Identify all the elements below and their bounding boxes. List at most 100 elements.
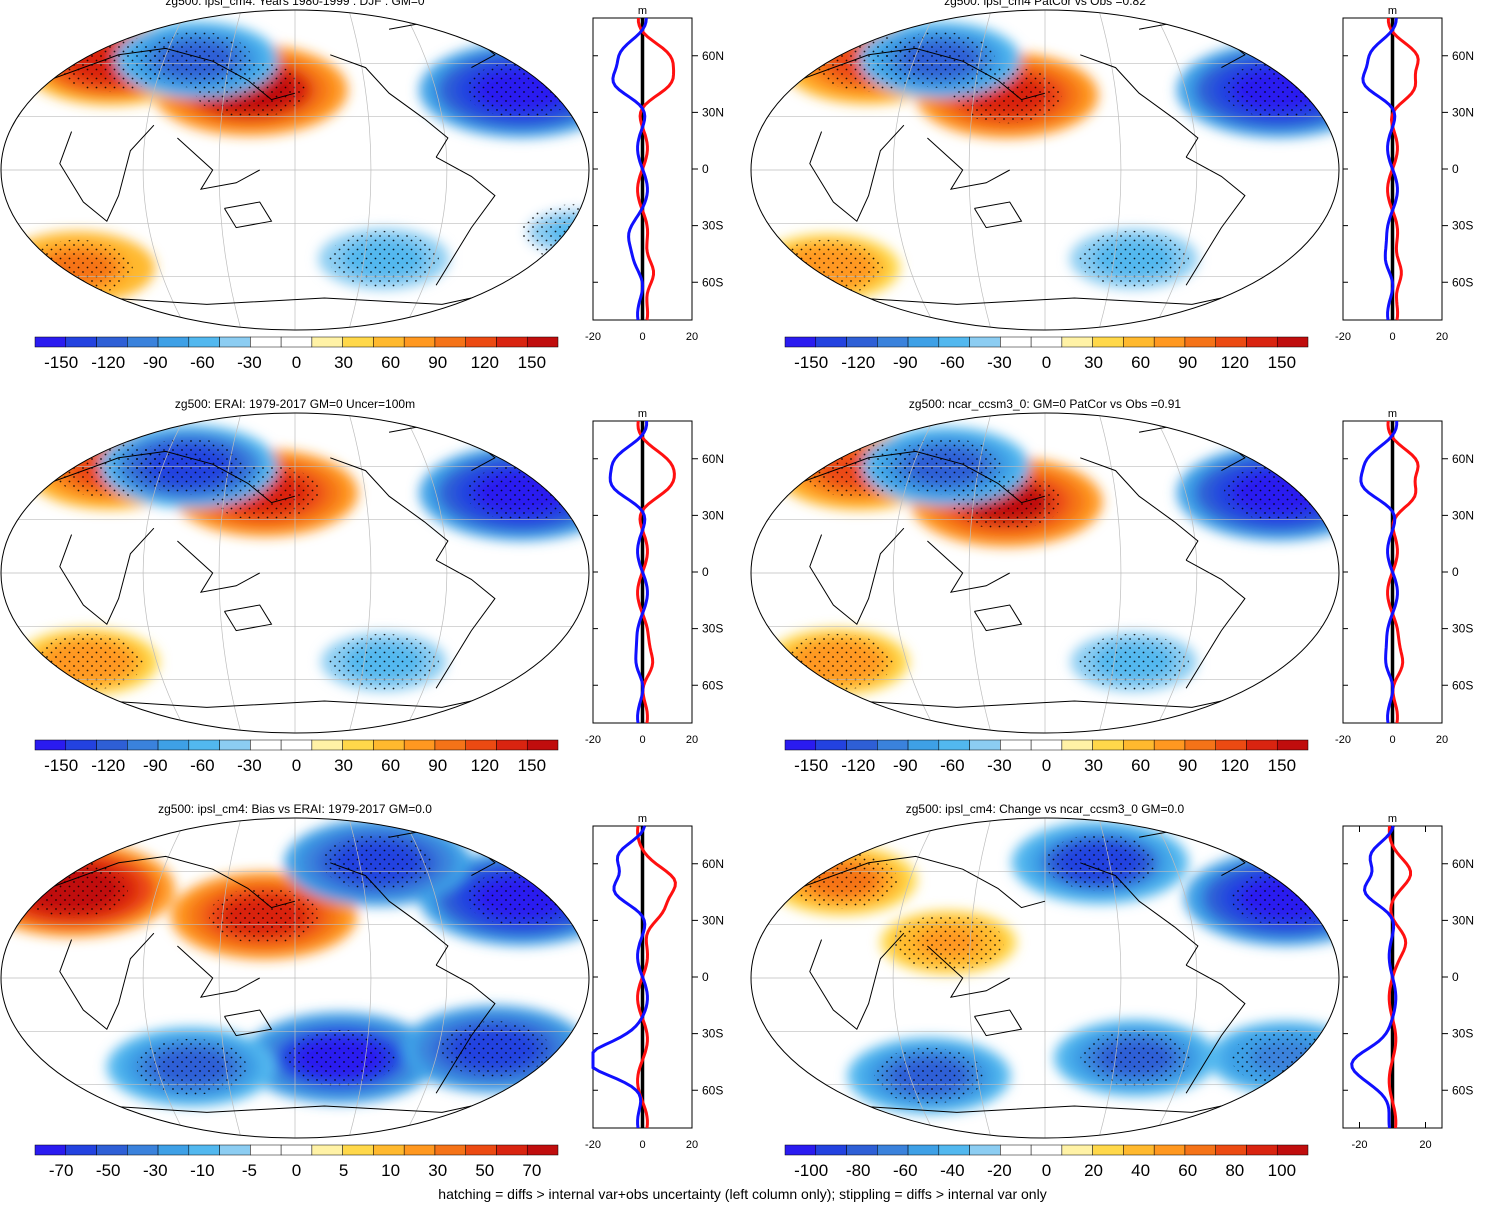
colorbar-label: 150	[1268, 353, 1296, 372]
colorbar-swatch	[403, 739, 436, 751]
panel-graphics: -150 -120 -90 -60 -30 0 30 60 90 120 150 m 60N 30N 0 30…	[0, 5, 724, 372]
coastlines	[12, 22, 501, 305]
colorbar-swatch	[373, 1144, 405, 1156]
colorbar-label: -30	[143, 1161, 168, 1180]
graticule	[751, 818, 1339, 1138]
profile-lat-tick: 60N	[702, 49, 724, 63]
colorbar-swatch	[969, 739, 1001, 751]
colorbar: -150 -120 -90 -60 -30 0 30 60 90 120 150	[34, 336, 559, 372]
map-field	[751, 10, 1339, 330]
colorbar-label: 0	[1042, 756, 1051, 775]
zonal-profile-plot: m 60N 30N 0 30S 60S -20 0 20	[1335, 408, 1474, 746]
zonal-profile-plot: m 60N 30N 0 30S 60S -20 0 20	[1335, 5, 1474, 343]
colorbar-label: 120	[471, 756, 499, 775]
colorbar-swatch	[1276, 336, 1309, 348]
zonal-profile-plot: m 60N 30N 0 30S 60S -20 0 20	[585, 5, 724, 343]
profile-x-tick: -20	[585, 331, 601, 343]
profile-lat-tick: 30N	[702, 508, 724, 522]
colorbar-swatch	[157, 1144, 190, 1156]
graticule	[1, 413, 589, 733]
profile-lat-tick: 30N	[1452, 508, 1474, 522]
colorbar-swatch	[188, 739, 220, 751]
map-field	[1, 10, 589, 330]
profile-unit-label: m	[1388, 5, 1397, 17]
colorbar-label: -150	[44, 353, 78, 372]
panel-erai-reference: zg500: ERAI: 1979-2017 GM=0 Uncer=100m -1…	[0, 397, 735, 783]
colorbar-label: 70	[522, 1161, 541, 1180]
colorbar-swatch	[1246, 739, 1278, 751]
profile-x-tick: 0	[1389, 734, 1395, 746]
colorbar-label: -10	[190, 1161, 215, 1180]
colorbar-swatch	[877, 336, 909, 348]
colorbar-swatch	[434, 336, 466, 348]
map-border	[750, 412, 1340, 734]
colorbar-swatch	[96, 1144, 128, 1156]
colorbar-label: -90	[143, 353, 168, 372]
profile-x-tick: -20	[1335, 734, 1351, 746]
colorbar-swatch	[784, 739, 817, 751]
colorbar-swatch	[127, 1144, 159, 1156]
profile-x-tick: 20	[686, 331, 698, 343]
colorbar-label: 120	[471, 353, 499, 372]
colorbar-swatch	[526, 739, 559, 751]
colorbar-label: -40	[940, 1161, 965, 1180]
profile-x-tick: 0	[639, 331, 645, 343]
colorbar-label: -60	[940, 353, 965, 372]
profile-lat-tick: 0	[702, 565, 709, 579]
colorbar-swatch	[969, 1144, 1001, 1156]
colorbar-swatch	[496, 1144, 528, 1156]
panel-title: zg500: ncar_ccsm3_0: GM=0 PatCor vs Obs …	[908, 397, 1182, 411]
colorbar-label: -80	[846, 1161, 871, 1180]
profile-min-line	[1350, 825, 1398, 1129]
profile-lat-tick: 30N	[702, 913, 724, 927]
colorbar-swatch	[1153, 1144, 1186, 1156]
panel-bias-vs-erai: zg500: ipsl_cm4: Bias vs ERAI: 1979-2017…	[0, 802, 735, 1188]
profile-unit-label: m	[1388, 408, 1397, 420]
colorbar-swatch	[496, 739, 528, 751]
colorbar-swatch	[434, 1144, 466, 1156]
colorbar-label: -150	[794, 756, 828, 775]
colorbar-swatch	[907, 1144, 940, 1156]
colorbar-label: -5	[242, 1161, 257, 1180]
colorbar-label: -30	[987, 756, 1012, 775]
colorbar-swatch	[311, 1144, 343, 1156]
profile-lat-tick: 60N	[1452, 49, 1474, 63]
profile-lat-tick: 0	[1452, 565, 1459, 579]
panel-title: zg500: ERAI: 1979-2017 GM=0 Uncer=100m	[174, 397, 416, 411]
colorbar-label: 120	[1221, 353, 1249, 372]
figure-footnote: hatching = diffs > internal var+obs unce…	[438, 1186, 1047, 1202]
panel-graphics: -150 -120 -90 -60 -30 0 30 60 90 120 150 m 60N 30N 0 30…	[750, 5, 1474, 372]
profile-x-tick: 20	[1436, 734, 1448, 746]
colorbar-swatch	[1092, 336, 1124, 348]
colorbar-swatch	[127, 336, 159, 348]
coastlines	[12, 830, 501, 1113]
colorbar-swatch	[969, 336, 1001, 348]
profile-min-line	[608, 421, 649, 724]
profile-lat-tick: 0	[1452, 970, 1459, 984]
colorbar: -150 -120 -90 -60 -30 0 30 60 90 120 150	[784, 739, 1309, 775]
colorbar-swatch	[1246, 336, 1278, 348]
map-border	[0, 412, 590, 734]
profile-x-tick: 0	[639, 1139, 645, 1151]
colorbar-swatch	[1061, 336, 1093, 348]
profile-lat-tick: 60S	[702, 275, 723, 289]
colorbar-label: 5	[339, 1161, 348, 1180]
colorbar-swatch	[907, 336, 940, 348]
colorbar-label: 0	[1042, 1161, 1051, 1180]
colorbar-swatch	[1092, 739, 1124, 751]
colorbar-label: 60	[381, 756, 400, 775]
map-field	[751, 818, 1339, 1138]
colorbar-swatch	[342, 739, 374, 751]
map-border	[750, 9, 1340, 331]
colorbar-label: -30	[237, 353, 262, 372]
profile-lat-tick: 60N	[702, 452, 724, 466]
profile-lat-tick: 30S	[1452, 219, 1473, 233]
colorbar-label: -120	[91, 353, 125, 372]
panel-title: zg500: ipsl_cm4: Bias vs ERAI: 1979-2017…	[158, 802, 432, 816]
panel-change-vs-ncar: zg500: ipsl_cm4: Change vs ncar_ccsm3_0 …	[750, 802, 1485, 1188]
coastlines	[12, 425, 501, 708]
profile-lat-tick: 60S	[1452, 275, 1473, 289]
zonal-profile-plot: m 60N 30N 0 30S 60S -20 20	[1342, 813, 1474, 1151]
colorbar-label: 150	[1268, 756, 1296, 775]
colorbar-swatch	[188, 1144, 220, 1156]
